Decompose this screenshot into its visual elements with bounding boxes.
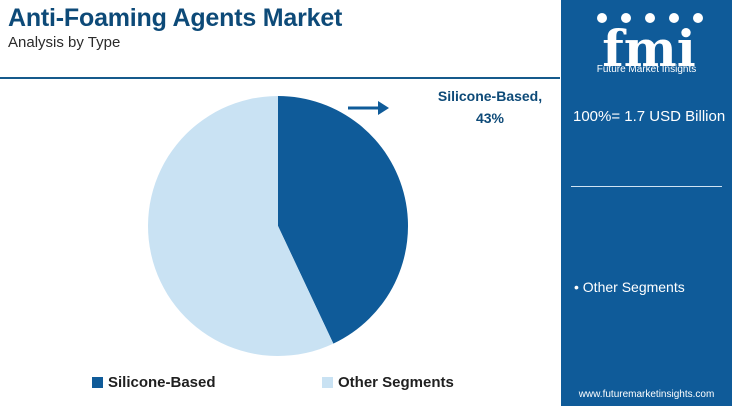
fmi-logo: fmi <box>597 13 703 72</box>
panel-divider <box>571 186 722 187</box>
legend-swatch-other <box>322 377 333 388</box>
callout-arrow <box>348 101 389 115</box>
header-divider <box>0 77 560 79</box>
legend-item-silicone: Silicone-Based <box>92 374 216 391</box>
logo-subtitle: Future Market Insights <box>596 64 697 75</box>
pie-slice-silicone-based <box>278 96 409 344</box>
legend-label-silicone: Silicone-Based <box>108 374 216 391</box>
slice-callout-label: Silicone-Based, 43% <box>420 85 560 129</box>
legend-item-other: Other Segments <box>322 374 454 391</box>
website-url: www.futuremarketinsights.com <box>578 389 715 400</box>
legend-swatch-silicone <box>92 377 103 388</box>
callout-line-1: Silicone-Based, <box>437 88 543 104</box>
chart-subtitle: Analysis by Type <box>8 34 121 51</box>
chart-title: Anti-Foaming Agents Market <box>8 4 343 32</box>
market-total: 100%= 1.7 USD Billion <box>573 108 726 125</box>
legend-label-other: Other Segments <box>338 374 454 391</box>
callout-line-2: 43% <box>475 110 505 126</box>
segment-list-item: • Other Segments <box>574 279 685 295</box>
pie-chart <box>148 96 409 356</box>
info-panel: fmi Future Market Insights 100%= 1.7 USD… <box>561 0 732 406</box>
logo-wordmark: fmi <box>602 19 695 72</box>
pie-slice-other-segments <box>148 96 334 356</box>
